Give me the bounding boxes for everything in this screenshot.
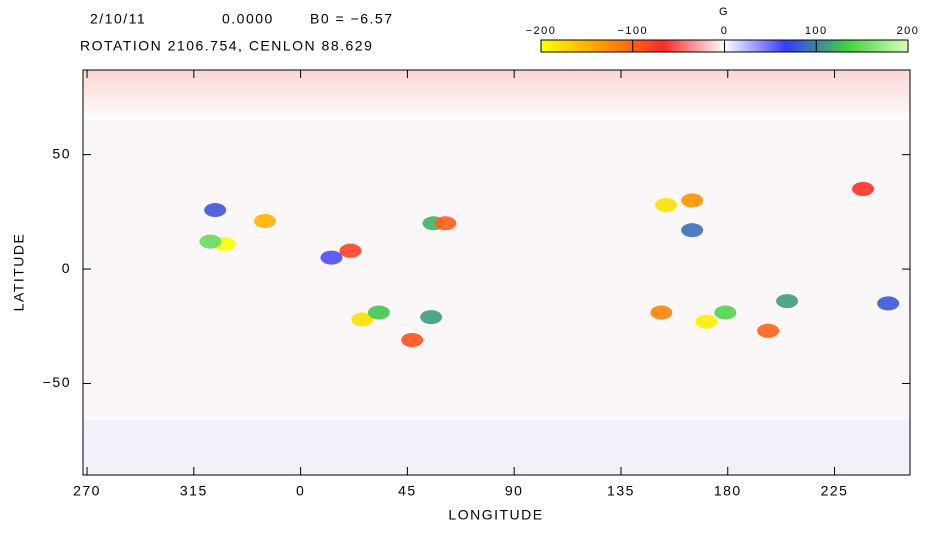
x-tick-label: 270 — [73, 483, 101, 499]
plot-frame — [82, 69, 911, 476]
colorbar-tick-label: −100 — [617, 25, 648, 37]
x-tick-label: 315 — [180, 483, 208, 499]
map-polar-band — [83, 70, 910, 120]
x-tick-label: 45 — [398, 483, 417, 499]
magnetic-spot — [681, 223, 704, 238]
colorbar-tick-label: 0 — [721, 25, 729, 37]
magnetic-spot — [401, 333, 424, 347]
x-axis-label: LONGITUDE — [448, 507, 543, 523]
time-label: 0.0000 — [222, 11, 274, 27]
magnetic-spot — [695, 314, 718, 329]
magnetic-spot — [434, 216, 457, 231]
x-tick-label: 225 — [821, 483, 849, 499]
colorbar-tick-label: 200 — [897, 25, 920, 37]
magnetic-spot — [852, 181, 875, 196]
magnetic-spot — [254, 214, 277, 229]
magnetic-spot — [320, 250, 343, 265]
y-tick-label: −50 — [43, 374, 71, 390]
magnetic-spot — [877, 296, 900, 311]
x-tick-label: 180 — [714, 483, 742, 499]
magnetic-spot — [757, 323, 780, 338]
magnetic-spot — [714, 305, 737, 320]
map-background — [83, 70, 910, 475]
y-axis-label: LATITUDE — [11, 233, 27, 312]
magnetic-spot — [776, 294, 799, 309]
y-tick-label: 0 — [62, 260, 71, 276]
magnetic-spot — [199, 234, 222, 249]
x-tick-label: 90 — [505, 483, 524, 499]
magnetic-spot — [367, 305, 390, 320]
colorbar-tick-label: −200 — [526, 25, 557, 37]
magnetic-spot — [681, 193, 704, 208]
magnetic-spot — [204, 203, 227, 218]
magnetic-spot — [655, 198, 678, 212]
date-label: 2/10/11 — [90, 11, 146, 27]
colorbar-label: G — [719, 6, 729, 18]
y-tick-label: 50 — [52, 145, 71, 161]
colorbar-tick-label: 100 — [805, 25, 828, 37]
x-tick-label: 0 — [296, 483, 305, 499]
magnetic-spot — [420, 310, 443, 325]
magnetic-spot — [650, 305, 673, 320]
map-polar-band — [83, 420, 910, 475]
x-tick-label: 135 — [607, 483, 635, 499]
magnetic-spot — [339, 243, 362, 258]
magnetic-spot — [351, 312, 374, 327]
b0-label: B0 = −6.57 — [310, 11, 394, 27]
rotation-label: ROTATION 2106.754, CENLON 88.629 — [80, 38, 373, 54]
